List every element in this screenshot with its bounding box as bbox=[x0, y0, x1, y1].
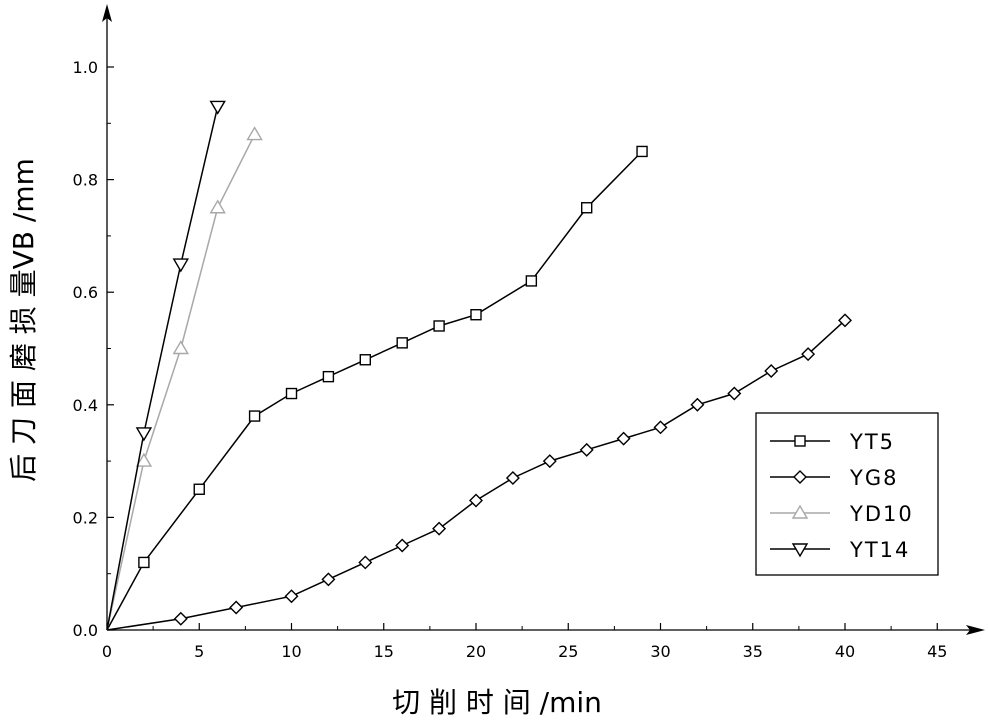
x-tick-label: 35 bbox=[743, 642, 763, 661]
legend-label: YT14 bbox=[849, 538, 910, 562]
data-point-yt5 bbox=[193, 483, 205, 495]
data-point-yt14 bbox=[135, 427, 153, 442]
series-yt5 bbox=[106, 145, 648, 631]
data-point-yg8 bbox=[801, 347, 816, 362]
data-point-yg8 bbox=[321, 572, 336, 587]
y-tick-label: 1.0 bbox=[73, 58, 98, 77]
data-point-yg8 bbox=[395, 538, 410, 553]
data-point-yt5 bbox=[285, 387, 298, 400]
legend-label: YG8 bbox=[849, 466, 898, 490]
legend-item-yg8: YG8 bbox=[770, 466, 898, 490]
x-tick-label: 10 bbox=[281, 642, 301, 661]
data-point-yg8 bbox=[432, 521, 447, 536]
x-tick-label: 40 bbox=[835, 642, 855, 661]
y-tick-label: 0.4 bbox=[73, 396, 98, 415]
data-point-yt5 bbox=[138, 556, 150, 569]
x-tick-label: 15 bbox=[374, 642, 394, 661]
series-layer bbox=[106, 100, 852, 631]
data-point-yt5 bbox=[359, 354, 371, 366]
series-line-yd10 bbox=[106, 134, 256, 631]
legend-box bbox=[755, 412, 939, 576]
y-tick-label: 0.0 bbox=[73, 621, 98, 640]
data-point-yg8 bbox=[229, 600, 244, 615]
data-point-yg8 bbox=[653, 420, 668, 435]
data-point-yt14 bbox=[172, 258, 190, 273]
legend-label: YD10 bbox=[849, 502, 914, 526]
data-point-yt5 bbox=[581, 202, 593, 214]
data-point-yt5 bbox=[433, 320, 445, 332]
legend-marker bbox=[791, 543, 809, 558]
y-ticks: 0.0 0.2 0.4 0.6 0.8 1.0 bbox=[73, 58, 114, 640]
x-tick-label: 25 bbox=[558, 642, 578, 661]
x-tick-label: 0 bbox=[102, 642, 112, 661]
legend-marker bbox=[794, 435, 806, 447]
data-point-yg8 bbox=[505, 471, 520, 485]
x-axis-title: 切 削 时 间 /min bbox=[392, 686, 602, 719]
x-ticks: 0 5 10 15 20 25 30 35 40 45 bbox=[102, 623, 947, 661]
data-point-yg8 bbox=[764, 364, 779, 379]
series-yg8 bbox=[106, 313, 852, 631]
data-point-yt5 bbox=[248, 410, 261, 422]
legend-label: YT5 bbox=[849, 430, 895, 454]
x-tick-label: 45 bbox=[927, 642, 947, 661]
data-point-yg8 bbox=[727, 386, 742, 401]
data-point-yg8 bbox=[358, 555, 373, 570]
y-tick-label: 0.6 bbox=[73, 283, 98, 302]
data-point-yg8 bbox=[284, 589, 299, 604]
legend-item-yt5: YT5 bbox=[770, 430, 895, 454]
data-point-yt5 bbox=[636, 145, 648, 158]
data-point-yt5 bbox=[396, 337, 408, 349]
series-yd10 bbox=[106, 126, 263, 631]
y-tick-label: 0.2 bbox=[73, 508, 98, 527]
data-point-yd10 bbox=[172, 340, 190, 355]
x-tick-label: 20 bbox=[466, 642, 486, 661]
data-point-yt5 bbox=[525, 275, 538, 287]
y-axis-arrow bbox=[102, 4, 112, 22]
data-point-yt5 bbox=[322, 370, 335, 383]
series-line-yg8 bbox=[106, 319, 846, 631]
data-point-yt14 bbox=[209, 100, 226, 115]
x-axis-arrow bbox=[966, 625, 985, 635]
axes bbox=[102, 4, 985, 635]
legend: YT5 YG8 YD10 YT14 bbox=[755, 412, 939, 576]
data-point-yd10 bbox=[209, 199, 226, 214]
series-yt14 bbox=[106, 100, 226, 631]
data-point-yg8 bbox=[690, 397, 705, 412]
data-point-yg8 bbox=[579, 442, 594, 457]
data-point-yg8 bbox=[469, 493, 483, 508]
legend-marker bbox=[793, 470, 807, 484]
data-point-yg8 bbox=[838, 313, 852, 328]
data-point-yd10 bbox=[246, 126, 263, 141]
y-tick-label: 0.8 bbox=[73, 171, 98, 190]
legend-item-yt14: YT14 bbox=[770, 538, 910, 562]
data-point-yg8 bbox=[616, 431, 631, 446]
legend-item-yd10: YD10 bbox=[770, 502, 914, 526]
data-point-yd10 bbox=[135, 452, 153, 467]
series-line-yt14 bbox=[106, 106, 219, 631]
legend-marker bbox=[791, 504, 809, 519]
x-tick-label: 5 bbox=[194, 642, 204, 661]
data-point-yg8 bbox=[542, 454, 557, 469]
data-point-yg8 bbox=[173, 611, 188, 626]
data-point-yt5 bbox=[470, 309, 482, 321]
x-tick-label: 30 bbox=[650, 642, 670, 661]
y-axis-title: 后 刀 面 磨 损 量VB /mm bbox=[7, 158, 40, 482]
